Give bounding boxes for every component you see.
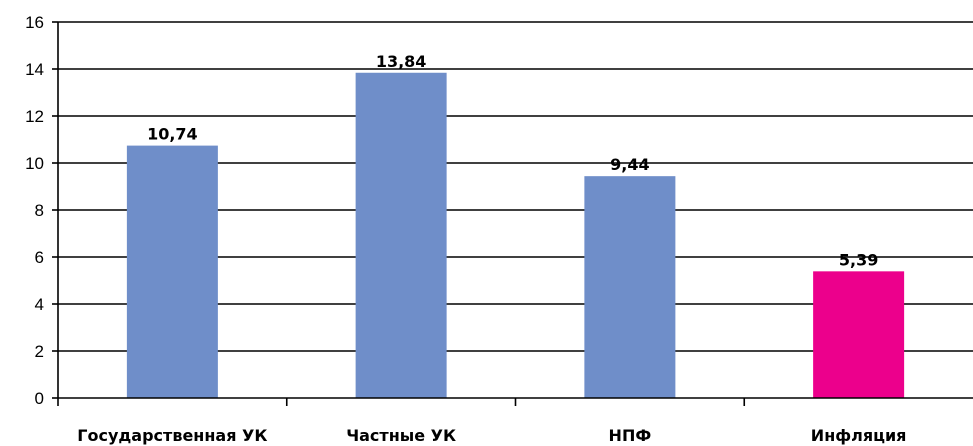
y-tick-label: 10 <box>25 154 44 173</box>
data-label: 13,84 <box>376 52 427 71</box>
bars <box>126 72 905 398</box>
data-label: 5,39 <box>839 250 878 269</box>
y-tick-label: 2 <box>35 342 44 361</box>
y-tick-label: 0 <box>35 389 44 408</box>
x-category-label: Частные УК <box>346 426 456 445</box>
data-label: 10,74 <box>147 125 198 144</box>
data-labels: 10,74 13,84 9,44 5,39 <box>147 52 878 270</box>
y-tick-label: 8 <box>35 201 44 220</box>
x-category-label: Инфляция <box>811 426 907 445</box>
data-label: 9,44 <box>610 155 649 174</box>
bar <box>813 271 905 398</box>
y-tick-label: 6 <box>35 248 44 267</box>
bar <box>126 145 218 398</box>
x-category-label: НПФ <box>609 426 652 445</box>
x-axis: Государственная УК Частные УК НПФ Инфляция <box>57 22 973 445</box>
y-tick-label: 4 <box>35 295 44 314</box>
y-tick-label: 12 <box>25 107 44 126</box>
y-axis-ticks: 0 2 4 6 8 10 12 14 16 <box>25 13 58 408</box>
y-tick-label: 14 <box>25 60 44 79</box>
bar <box>355 72 447 398</box>
x-category-label: Государственная УК <box>77 426 267 445</box>
bar <box>584 176 676 398</box>
y-tick-label: 16 <box>25 13 44 32</box>
